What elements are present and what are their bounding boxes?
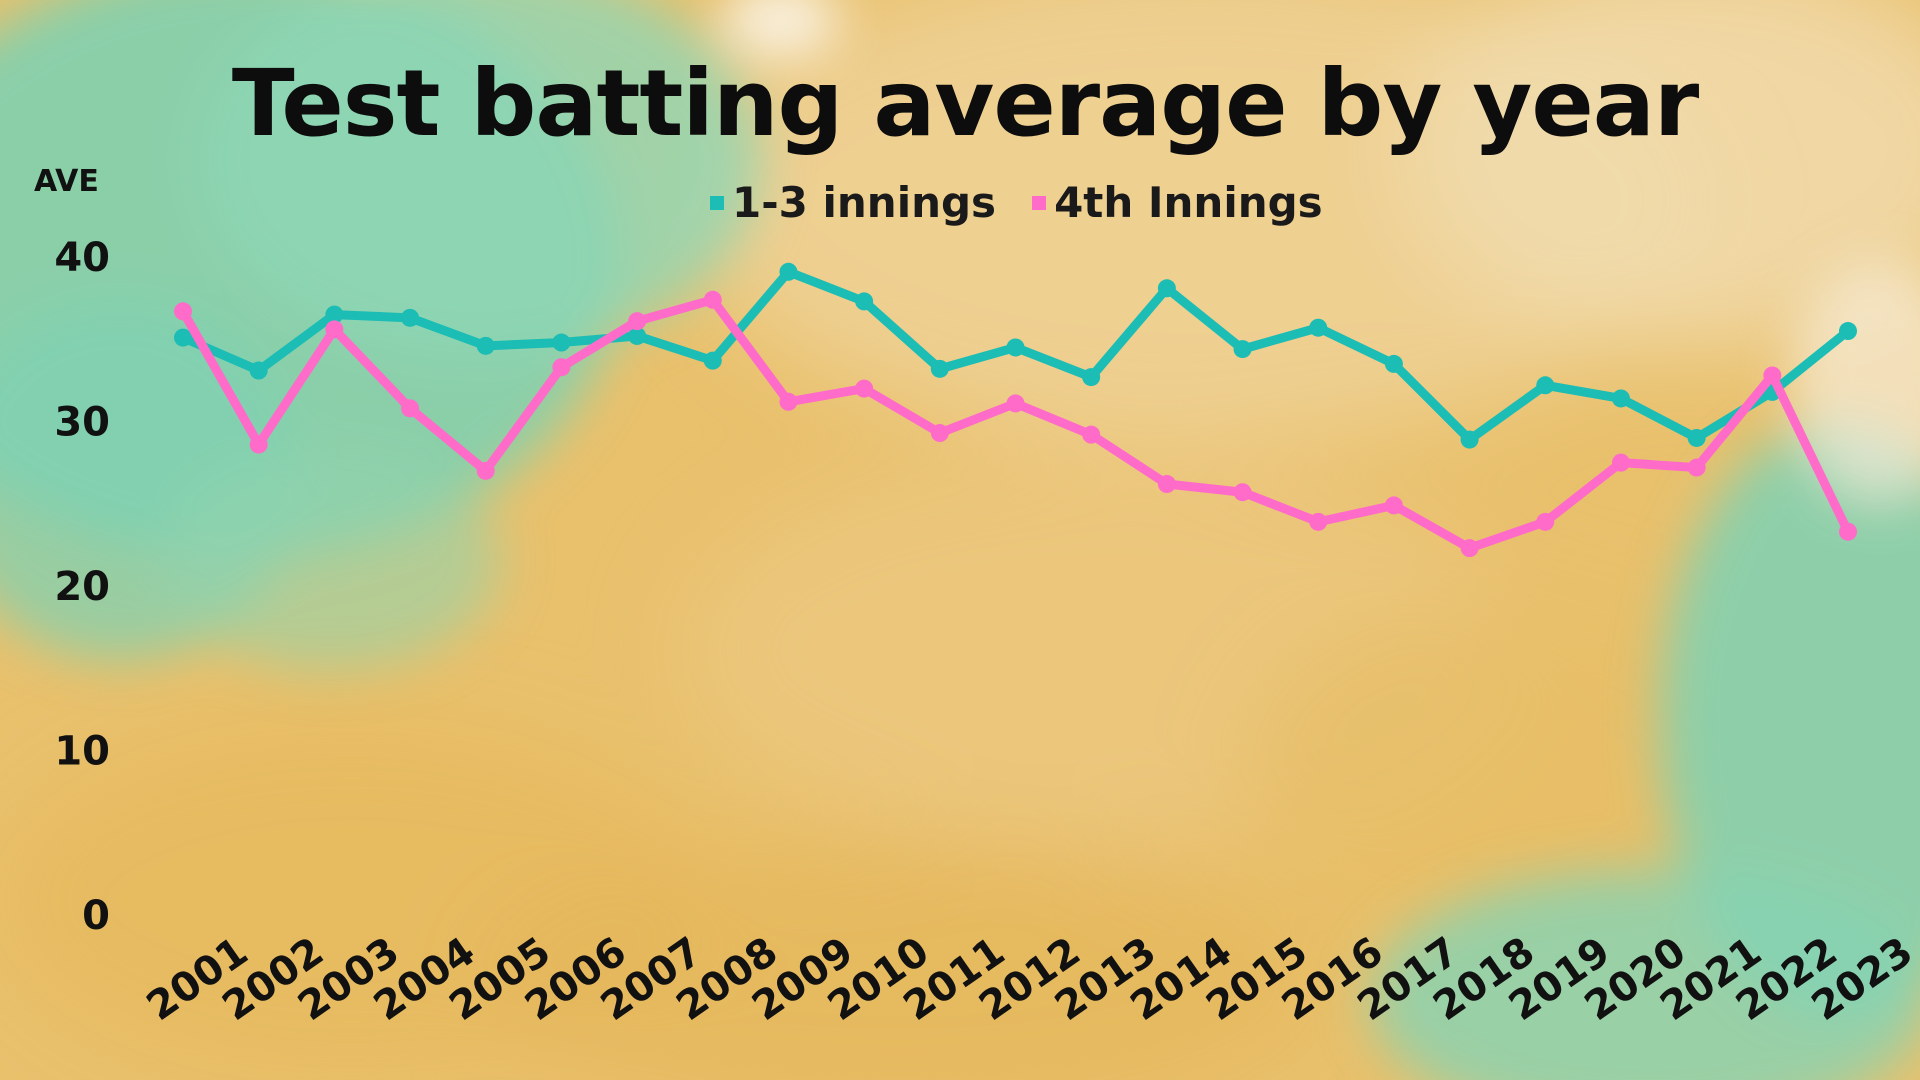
data-point [1384, 496, 1403, 515]
data-point [1157, 279, 1176, 298]
y-tick-label: 10 [54, 729, 110, 775]
data-point [779, 392, 798, 411]
data-point [1233, 340, 1252, 359]
data-point [552, 358, 571, 377]
data-point [628, 312, 647, 331]
legend-item-series-2: 4th Innings [1032, 178, 1323, 227]
data-point [1460, 539, 1479, 558]
y-axis-label: AVE [34, 164, 99, 199]
data-point [1611, 453, 1630, 472]
data-point [1839, 522, 1857, 541]
data-point [930, 359, 949, 378]
data-point [325, 320, 344, 339]
data-point [1687, 458, 1706, 477]
series-1 [174, 262, 1857, 449]
data-point [779, 262, 798, 281]
data-point [1763, 366, 1782, 385]
data-point [249, 435, 268, 454]
legend-label-series-2: 4th Innings [1054, 178, 1323, 227]
data-point [1384, 354, 1403, 373]
y-axis: 0 10 20 30 40 [54, 235, 110, 939]
y-tick-label: 20 [54, 564, 110, 610]
data-point [401, 399, 420, 418]
series-line [178, 295, 1853, 553]
data-point [1536, 376, 1555, 395]
data-point [703, 290, 722, 309]
data-point [476, 336, 495, 355]
x-axis: 2001200220032004200520062007200820092010… [139, 929, 1920, 1031]
data-point [476, 461, 495, 480]
data-point [1611, 389, 1630, 408]
series-2 [174, 290, 1857, 558]
data-point [1839, 322, 1857, 341]
data-point [401, 308, 420, 327]
y-tick-label: 0 [82, 893, 110, 939]
data-point [855, 292, 874, 311]
data-point [552, 333, 571, 352]
chart-title: Test batting average by year [231, 50, 1699, 157]
data-point [249, 361, 268, 380]
data-point [930, 424, 949, 443]
legend-swatch-series-2 [1032, 195, 1047, 210]
data-point [174, 328, 192, 347]
y-tick-label: 30 [54, 400, 110, 446]
data-point [1082, 425, 1101, 444]
data-point [1082, 368, 1101, 387]
data-point [1309, 318, 1328, 337]
data-point [1006, 338, 1025, 357]
data-point [1006, 394, 1025, 413]
data-point [174, 302, 192, 321]
data-point [1309, 512, 1328, 531]
chart-legend: 1-3 innings 4th Innings [710, 178, 1323, 227]
legend-label-series-1: 1-3 innings [732, 178, 997, 227]
data-point [325, 305, 344, 324]
data-point [703, 351, 722, 370]
data-point [1157, 475, 1176, 494]
data-point [628, 326, 647, 345]
legend-item-series-1: 1-3 innings [710, 178, 996, 227]
legend-swatch-series-1 [710, 195, 724, 210]
data-point [855, 379, 874, 398]
data-point [1687, 428, 1706, 447]
data-point [1536, 512, 1555, 531]
data-point [1233, 483, 1252, 502]
y-tick-label: 40 [54, 235, 110, 281]
data-point [1460, 430, 1479, 449]
